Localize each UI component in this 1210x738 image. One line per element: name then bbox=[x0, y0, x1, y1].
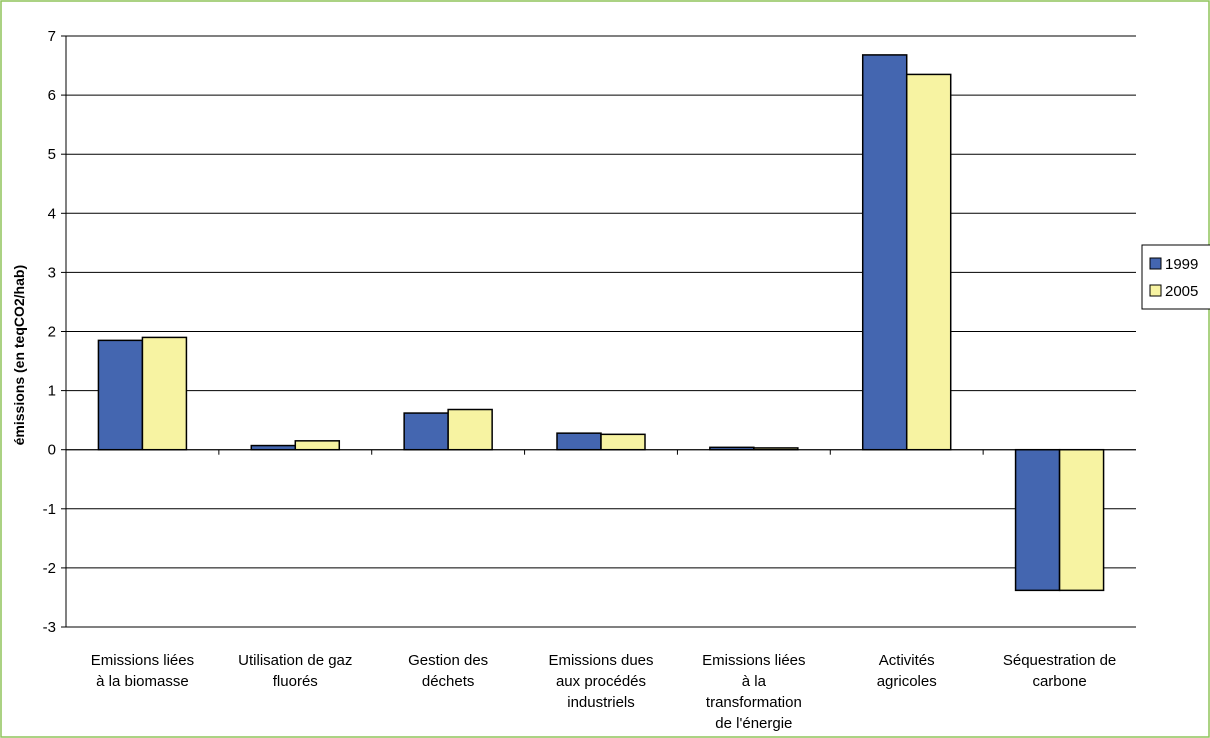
y-tick-label: -2 bbox=[43, 560, 56, 577]
bar-1999-3 bbox=[556, 432, 602, 451]
bar-2005-0 bbox=[141, 336, 188, 451]
legend-label-1999: 1999 bbox=[1165, 256, 1198, 273]
bar-2005-3 bbox=[600, 433, 646, 451]
y-tick-label: 7 bbox=[48, 28, 56, 45]
legend-label-2005: 2005 bbox=[1165, 283, 1198, 300]
category-label: Activités agricoles bbox=[877, 652, 937, 690]
bar-1999-0 bbox=[97, 339, 144, 451]
bar-2005-1 bbox=[294, 440, 341, 451]
y-axis-title: émissions (en teqCO2/hab) bbox=[11, 265, 27, 445]
category-label: Emissions liées à la transformation de l'én… bbox=[702, 652, 805, 732]
bar-1999-2 bbox=[403, 412, 449, 451]
category-label: Séquestration de carbone bbox=[1003, 652, 1116, 690]
y-tick-label: 0 bbox=[48, 442, 56, 459]
y-tick-label: 1 bbox=[48, 383, 56, 400]
category-label: Utilisation de gaz fluorés bbox=[238, 652, 352, 690]
y-tick-label: -3 bbox=[43, 619, 56, 636]
bar-2005-2 bbox=[447, 408, 493, 451]
legend-box bbox=[1141, 244, 1210, 310]
y-tick-label: 2 bbox=[48, 324, 56, 341]
bar-1999-1 bbox=[250, 444, 297, 451]
y-tick-label: 3 bbox=[48, 264, 56, 281]
bar-2005-6 bbox=[1058, 448, 1105, 592]
category-label: Emissions dues aux procédés industriels bbox=[548, 652, 653, 711]
y-tick-label: -1 bbox=[43, 501, 56, 518]
bar-1999-5 bbox=[861, 54, 908, 451]
y-tick-label: 4 bbox=[48, 205, 56, 222]
category-label: Emissions liées à la biomasse bbox=[91, 652, 194, 690]
bar-2005-5 bbox=[905, 73, 952, 451]
category-label: Gestion des déchets bbox=[408, 652, 488, 690]
bar-1999-6 bbox=[1014, 448, 1061, 592]
legend-swatch-1999 bbox=[1149, 257, 1162, 270]
y-tick-label: 5 bbox=[48, 146, 56, 163]
y-tick-label: 6 bbox=[48, 87, 56, 104]
legend-swatch-2005 bbox=[1149, 284, 1162, 297]
